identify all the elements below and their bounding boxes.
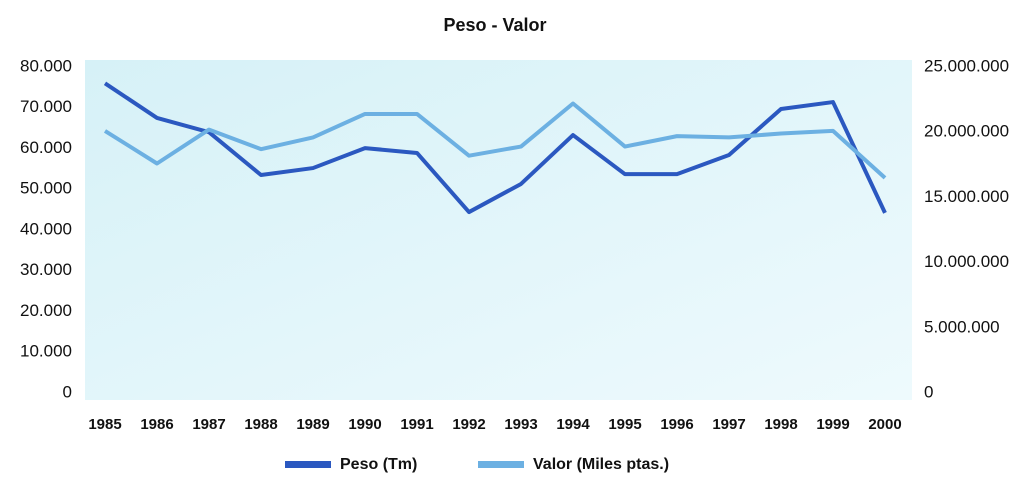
- y2-tick-label: 5.000.000: [924, 317, 1000, 336]
- legend-label: Peso (Tm): [340, 456, 417, 473]
- y2-tick-label: 20.000.000: [924, 122, 1009, 141]
- x-tick-label: 1999: [816, 416, 849, 433]
- series-line: [103, 81, 887, 215]
- x-tick-label: 1991: [400, 416, 433, 433]
- y2-tick-label: 15.000.000: [924, 187, 1009, 206]
- y2-tick-label: 25.000.000: [924, 56, 1009, 75]
- y-tick-label: 0: [63, 382, 72, 401]
- x-tick-label: 1989: [296, 416, 329, 433]
- y-tick-label: 80.000: [20, 56, 72, 75]
- y-tick-label: 70.000: [20, 97, 72, 116]
- x-tick-label: 1992: [452, 416, 485, 433]
- chart-title: Peso - Valor: [443, 15, 546, 35]
- x-tick-label: 1986: [140, 416, 173, 433]
- legend-swatch: [478, 461, 524, 468]
- x-tick-label: 1997: [712, 416, 745, 433]
- y-tick-label: 10.000: [20, 342, 72, 361]
- y2-tick-label: 0: [924, 382, 933, 401]
- y-tick-label: 50.000: [20, 179, 72, 198]
- x-tick-label: 1996: [660, 416, 693, 433]
- x-tick-label: 1988: [244, 416, 277, 433]
- legend-label: Valor (Miles ptas.): [533, 456, 669, 473]
- plot-background: [85, 60, 912, 400]
- series-line: [103, 101, 887, 180]
- x-tick-label: 1998: [764, 416, 797, 433]
- x-tick-label: 1987: [192, 416, 225, 433]
- x-tick-label: 1985: [88, 416, 121, 433]
- x-tick-label: 1990: [348, 416, 381, 433]
- y2-tick-label: 10.000.000: [924, 252, 1009, 271]
- y-tick-label: 40.000: [20, 219, 72, 238]
- x-tick-label: 1994: [556, 416, 590, 433]
- y-tick-label: 20.000: [20, 301, 72, 320]
- legend-swatch: [285, 461, 331, 468]
- x-tick-label: 1995: [608, 416, 641, 433]
- x-tick-label: 2000: [868, 416, 901, 433]
- y-tick-label: 60.000: [20, 138, 72, 157]
- y-tick-label: 30.000: [20, 260, 72, 279]
- x-tick-label: 1993: [504, 416, 537, 433]
